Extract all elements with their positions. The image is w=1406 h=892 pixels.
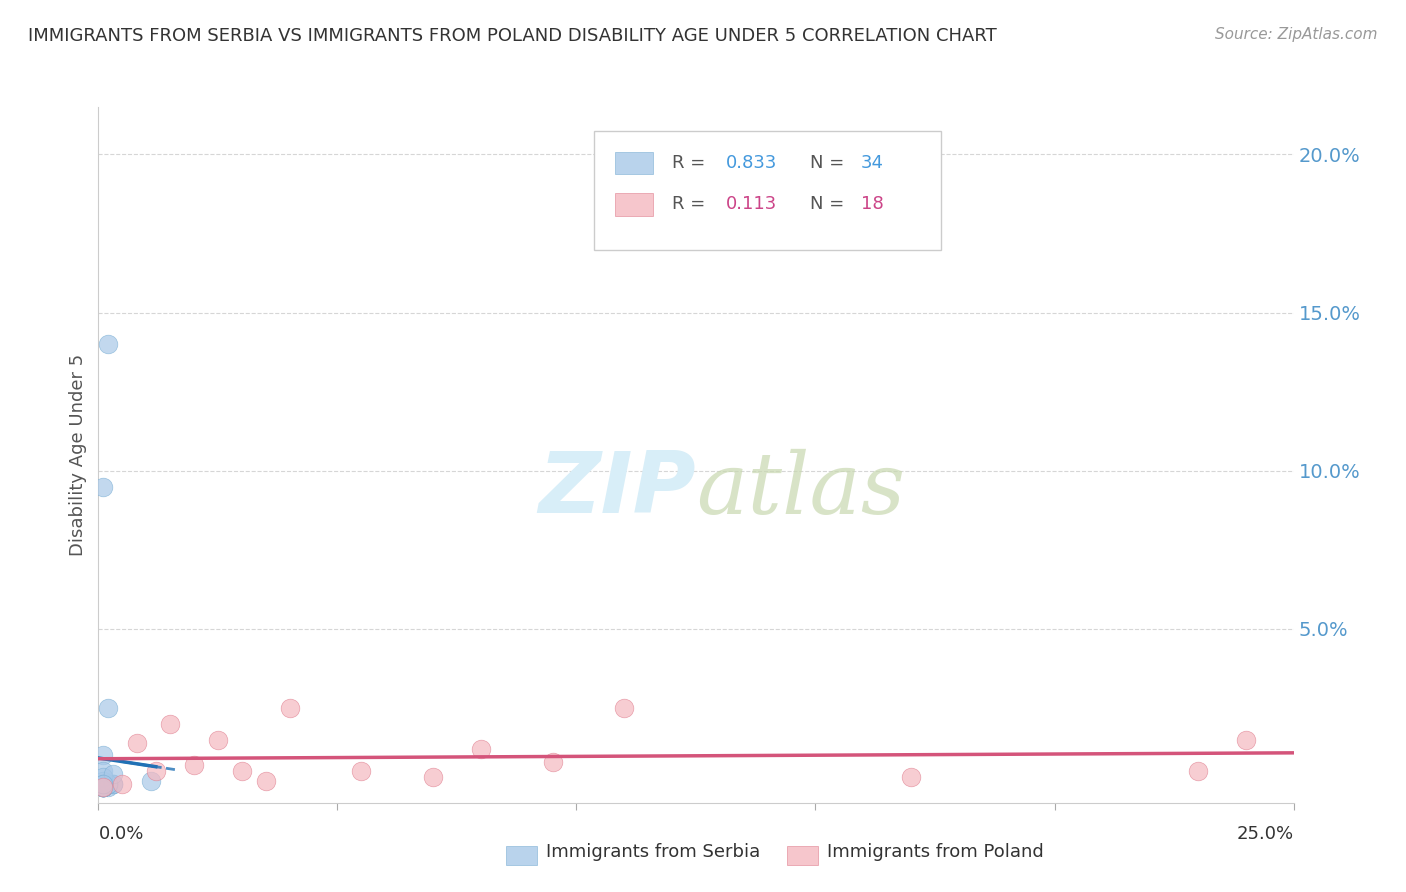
- Point: [91, 780, 114, 794]
- Text: Source: ZipAtlas.com: Source: ZipAtlas.com: [1215, 27, 1378, 42]
- Point: [97, 777, 120, 791]
- Point: [97, 777, 120, 791]
- Point: [91, 748, 114, 763]
- Text: 34: 34: [860, 153, 884, 171]
- Text: 25.0%: 25.0%: [1236, 825, 1294, 843]
- Point: [91, 780, 114, 794]
- Text: IMMIGRANTS FROM SERBIA VS IMMIGRANTS FROM POLAND DISABILITY AGE UNDER 5 CORRELAT: IMMIGRANTS FROM SERBIA VS IMMIGRANTS FRO…: [28, 27, 997, 45]
- Point: [613, 701, 636, 715]
- Point: [91, 780, 114, 794]
- Point: [1234, 732, 1257, 747]
- Text: 0.0%: 0.0%: [98, 825, 143, 843]
- Point: [97, 777, 120, 791]
- Point: [145, 764, 167, 779]
- Point: [97, 337, 120, 351]
- Text: Immigrants from Poland: Immigrants from Poland: [827, 843, 1043, 861]
- Point: [91, 780, 114, 794]
- Point: [91, 479, 114, 493]
- Y-axis label: Disability Age Under 5: Disability Age Under 5: [69, 354, 87, 556]
- FancyBboxPatch shape: [614, 152, 652, 174]
- Point: [91, 780, 114, 794]
- Text: N =: N =: [810, 153, 844, 171]
- Point: [159, 716, 181, 731]
- Text: R =: R =: [672, 195, 706, 213]
- Point: [101, 777, 124, 791]
- Point: [91, 780, 114, 794]
- Point: [125, 736, 148, 750]
- FancyBboxPatch shape: [614, 194, 652, 216]
- Point: [97, 780, 120, 794]
- Point: [91, 777, 114, 791]
- Point: [470, 742, 492, 756]
- Point: [900, 771, 922, 785]
- Point: [350, 764, 373, 779]
- Text: N =: N =: [810, 195, 844, 213]
- Point: [91, 777, 114, 791]
- Point: [101, 777, 124, 791]
- Text: ZIP: ZIP: [538, 448, 696, 532]
- Point: [91, 780, 114, 794]
- Point: [91, 780, 114, 794]
- Point: [91, 780, 114, 794]
- Text: 18: 18: [860, 195, 883, 213]
- Point: [183, 757, 205, 772]
- Text: 0.113: 0.113: [725, 195, 778, 213]
- FancyBboxPatch shape: [595, 131, 941, 250]
- Point: [97, 777, 120, 791]
- Point: [91, 777, 114, 791]
- Text: atlas: atlas: [696, 449, 905, 531]
- Point: [101, 777, 124, 791]
- Point: [91, 780, 114, 794]
- Point: [207, 732, 229, 747]
- Point: [97, 777, 120, 791]
- Point: [91, 771, 114, 785]
- Point: [97, 701, 120, 715]
- Point: [91, 773, 114, 788]
- Point: [101, 767, 124, 781]
- Text: R =: R =: [672, 153, 706, 171]
- Text: Immigrants from Serbia: Immigrants from Serbia: [546, 843, 759, 861]
- Point: [1187, 764, 1209, 779]
- Point: [91, 780, 114, 794]
- Point: [91, 780, 114, 794]
- Point: [91, 777, 114, 791]
- Point: [139, 773, 162, 788]
- Point: [91, 764, 114, 779]
- Point: [422, 771, 444, 785]
- Point: [278, 701, 301, 715]
- Point: [91, 780, 114, 794]
- Point: [541, 755, 564, 769]
- Point: [111, 777, 134, 791]
- Point: [231, 764, 253, 779]
- Point: [254, 773, 277, 788]
- Text: 0.833: 0.833: [725, 153, 778, 171]
